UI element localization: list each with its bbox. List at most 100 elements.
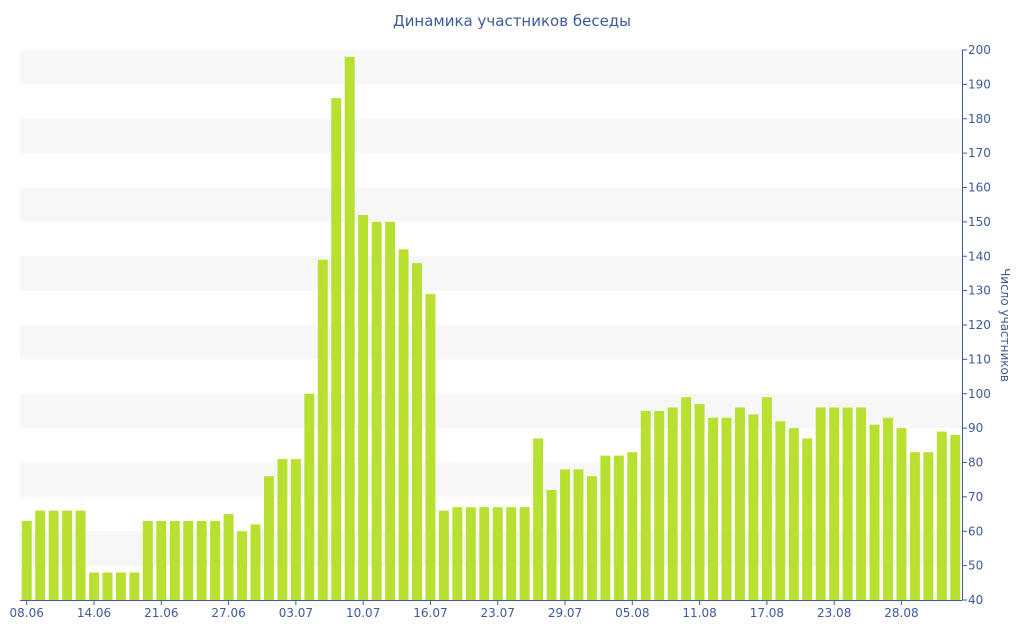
bar [667, 407, 678, 600]
bar [654, 410, 665, 600]
bar [62, 510, 73, 601]
bar [237, 531, 248, 600]
y-tick-label: 90 [968, 421, 983, 435]
bar [788, 428, 799, 601]
x-tick-label: 08.06 [10, 606, 44, 620]
bar [573, 469, 584, 601]
bar [102, 572, 113, 600]
bar [385, 221, 396, 601]
bar [250, 524, 261, 601]
bar [48, 510, 59, 601]
y-tick-label: 150 [968, 215, 991, 229]
x-tick-labels: 08.06 14.06 21.06 27.06 03.07 10.07 16.07 23.07… [10, 606, 919, 620]
bar [425, 294, 436, 600]
x-tick-label: 17.08 [750, 606, 784, 620]
bar [721, 417, 732, 600]
x-tick-label: 23.08 [817, 606, 851, 620]
y-tick-label: 190 [968, 77, 991, 91]
bar [304, 393, 315, 600]
bar [196, 520, 207, 600]
bar [627, 452, 638, 600]
y-tick-label: 110 [968, 352, 991, 366]
bar [115, 572, 126, 600]
bar [950, 435, 961, 600]
y-tick-label: 100 [968, 387, 991, 401]
bar [75, 510, 86, 601]
y-tick-label: 40 [968, 593, 983, 607]
bar [506, 507, 517, 600]
bar [586, 476, 597, 600]
bar [869, 424, 880, 600]
x-tick-label: 23.07 [481, 606, 515, 620]
x-tick-label: 16.07 [413, 606, 447, 620]
bar [909, 452, 920, 600]
x-tick-label: 29.07 [548, 606, 582, 620]
bar [129, 572, 140, 600]
bar [560, 469, 570, 601]
bar [398, 249, 409, 601]
bar [734, 407, 745, 600]
background-bands [20, 50, 962, 566]
bar [896, 428, 907, 601]
bar [169, 520, 180, 600]
bar [479, 507, 490, 600]
bar [358, 215, 369, 600]
bar [640, 410, 651, 600]
bar [748, 414, 759, 601]
y-tick-label: 140 [968, 249, 991, 263]
bar [694, 404, 705, 600]
bar [263, 476, 274, 600]
bar [371, 221, 382, 601]
bar [438, 510, 449, 601]
bar [533, 438, 544, 600]
x-tick-label: 03.07 [279, 606, 313, 620]
bar [519, 507, 530, 600]
bar [883, 417, 893, 600]
background-band [20, 50, 962, 85]
bar [183, 520, 194, 600]
y-tick-labels: 40 50 60 70 80 90 100 110 120 130 140 150 160 170 180 1… [968, 43, 991, 607]
background-band [20, 325, 962, 360]
bar [802, 438, 813, 600]
x-tick-label: 27.06 [211, 606, 245, 620]
bar [89, 572, 99, 600]
chart-title: Динамика участников беседы [392, 12, 632, 30]
bar [936, 431, 947, 600]
bar [613, 455, 624, 601]
bar [761, 397, 772, 600]
background-band [20, 393, 962, 429]
y-tick-label: 180 [968, 112, 991, 126]
bar [331, 98, 342, 601]
bar [21, 520, 32, 600]
bar [856, 407, 867, 600]
bar [842, 407, 853, 600]
bar [290, 459, 301, 600]
y-tick-label: 70 [968, 490, 983, 504]
y-tick-label: 120 [968, 318, 991, 332]
bar [344, 56, 355, 601]
x-tick-label: 14.06 [77, 606, 111, 620]
y-tick-label: 170 [968, 146, 991, 160]
bar [142, 520, 153, 600]
bars [21, 56, 961, 601]
background-band [20, 256, 962, 291]
bar [223, 514, 234, 600]
bar [600, 455, 611, 601]
bar [277, 459, 288, 600]
bar [546, 490, 557, 600]
bar [492, 507, 503, 600]
x-tick-label: 21.06 [144, 606, 178, 620]
axes [20, 49, 967, 605]
bar [35, 510, 46, 601]
bar [775, 421, 786, 600]
y-tick-label: 60 [968, 524, 983, 538]
bar [452, 507, 463, 600]
x-tick-label: 05.08 [615, 606, 649, 620]
x-tick-label: 11.08 [682, 606, 716, 620]
y-tick-label: 130 [968, 284, 991, 298]
bar [412, 263, 422, 601]
bar [815, 407, 826, 600]
bar [829, 407, 840, 600]
x-tick-label: 28.08 [884, 606, 918, 620]
